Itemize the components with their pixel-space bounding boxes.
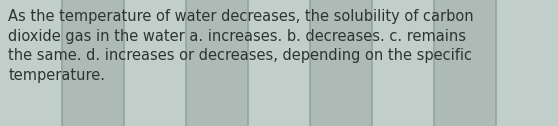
Text: As the temperature of water decreases, the solubility of carbon
dioxide gas in t: As the temperature of water decreases, t… (8, 9, 474, 83)
Bar (310, 0, 372, 126)
Bar (248, 0, 310, 126)
Bar (62, 0, 124, 126)
Bar (372, 0, 434, 126)
Bar (496, 0, 558, 126)
Bar (434, 0, 496, 126)
Bar (124, 0, 186, 126)
Bar (186, 0, 248, 126)
Bar (0, 0, 62, 126)
